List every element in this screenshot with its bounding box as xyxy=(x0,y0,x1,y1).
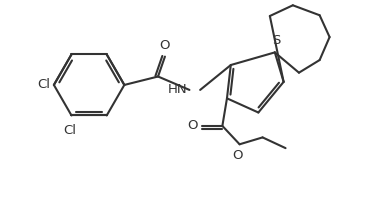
Text: O: O xyxy=(187,119,198,132)
Text: HN: HN xyxy=(168,83,187,96)
Text: S: S xyxy=(273,34,281,47)
Text: O: O xyxy=(233,149,243,162)
Text: Cl: Cl xyxy=(37,78,50,91)
Text: O: O xyxy=(160,39,170,52)
Text: Cl: Cl xyxy=(63,124,76,137)
